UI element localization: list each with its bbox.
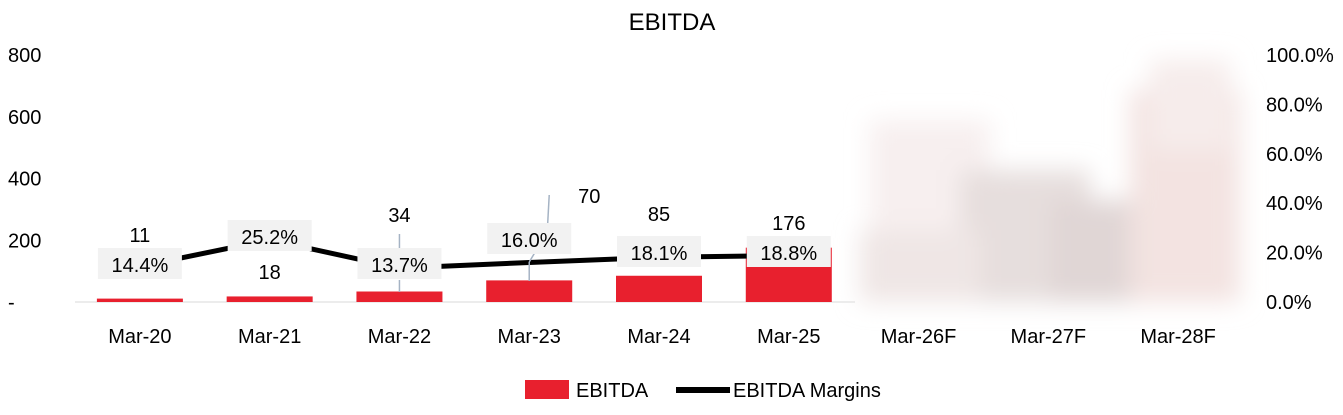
margin-label-box xyxy=(617,236,701,267)
y-left-tick-label: 200 xyxy=(8,230,41,252)
x-tick-label: Mar-21 xyxy=(238,326,301,348)
x-tick-label: Mar-27F xyxy=(1011,326,1087,348)
x-tick-label: Mar-28F xyxy=(1140,326,1216,348)
x-tick-label: Mar-25 xyxy=(757,326,820,348)
ebitda-data-label: 70 xyxy=(578,186,600,208)
ebitda-bars: 11 18 34 70 85 176 xyxy=(96,186,832,302)
margin-line: 14.4% 25.2% 13.7% 16.0% 18.1% 18.8% xyxy=(97,194,831,292)
ebitda-bar xyxy=(486,280,573,302)
margin-label-box xyxy=(97,248,182,279)
ebitda-bar xyxy=(226,296,313,302)
margin-data-label: 25.2% xyxy=(241,227,298,249)
y-right-tick-label: 40.0% xyxy=(1266,193,1323,215)
ebitda-data-label: 34 xyxy=(388,205,410,227)
margin-data-label: 18.1% xyxy=(631,243,688,265)
right-axis-ticks: 0.0% 20.0% 40.0% 60.0% 80.0% 100.0% xyxy=(1266,45,1334,314)
y-left-tick-label: 800 xyxy=(8,45,41,67)
margin-label-box xyxy=(227,220,312,251)
y-left-tick-label: 400 xyxy=(8,169,41,191)
category-axis-ticks: Mar-20 Mar-21 Mar-22 Mar-23 Mar-24 Mar-25 Mar-… xyxy=(108,326,1216,348)
y-right-tick-label: 80.0% xyxy=(1266,94,1323,116)
chart-title: EBITDA xyxy=(629,9,716,36)
x-tick-label: Mar-24 xyxy=(627,326,690,348)
y-left-tick-label: 600 xyxy=(8,107,41,129)
y-right-tick-label: 0.0% xyxy=(1266,292,1312,314)
margin-data-label: 18.8% xyxy=(760,243,817,265)
margin-label-box xyxy=(487,223,572,254)
x-tick-label: Mar-23 xyxy=(498,326,561,348)
legend-margin-label: EBITDA Margins xyxy=(733,380,881,402)
y-right-tick-label: 60.0% xyxy=(1266,144,1323,166)
ebitda-bar xyxy=(616,275,702,302)
ebitda-bar xyxy=(96,298,183,302)
ebitda-data-label: 85 xyxy=(648,204,670,226)
margin-label-box xyxy=(746,236,831,267)
y-left-tick-label: - xyxy=(8,292,15,314)
y-right-tick-label: 100.0% xyxy=(1266,45,1334,67)
margin-label-box xyxy=(357,248,442,279)
ebitda-data-label: 11 xyxy=(130,225,151,247)
ebitda-data-label: 176 xyxy=(772,213,805,235)
ebitda-data-label: 18 xyxy=(259,262,281,284)
obscured-region xyxy=(855,20,1252,305)
legend-ebitda-swatch xyxy=(525,380,569,399)
legend: EBITDA EBITDA Margins xyxy=(525,380,881,402)
legend-ebitda-label: EBITDA xyxy=(576,380,649,402)
ebitda-bar xyxy=(356,291,443,302)
y-right-tick-label: 20.0% xyxy=(1266,243,1323,265)
margin-data-label: 13.7% xyxy=(371,255,428,277)
margin-data-label: 14.4% xyxy=(112,255,169,277)
x-tick-label: Mar-22 xyxy=(368,326,431,348)
margin-data-label: 16.0% xyxy=(501,230,558,252)
x-tick-label: Mar-26F xyxy=(881,326,957,348)
left-axis-ticks: - 200 400 600 800 xyxy=(8,45,41,314)
x-tick-label: Mar-20 xyxy=(108,326,171,348)
